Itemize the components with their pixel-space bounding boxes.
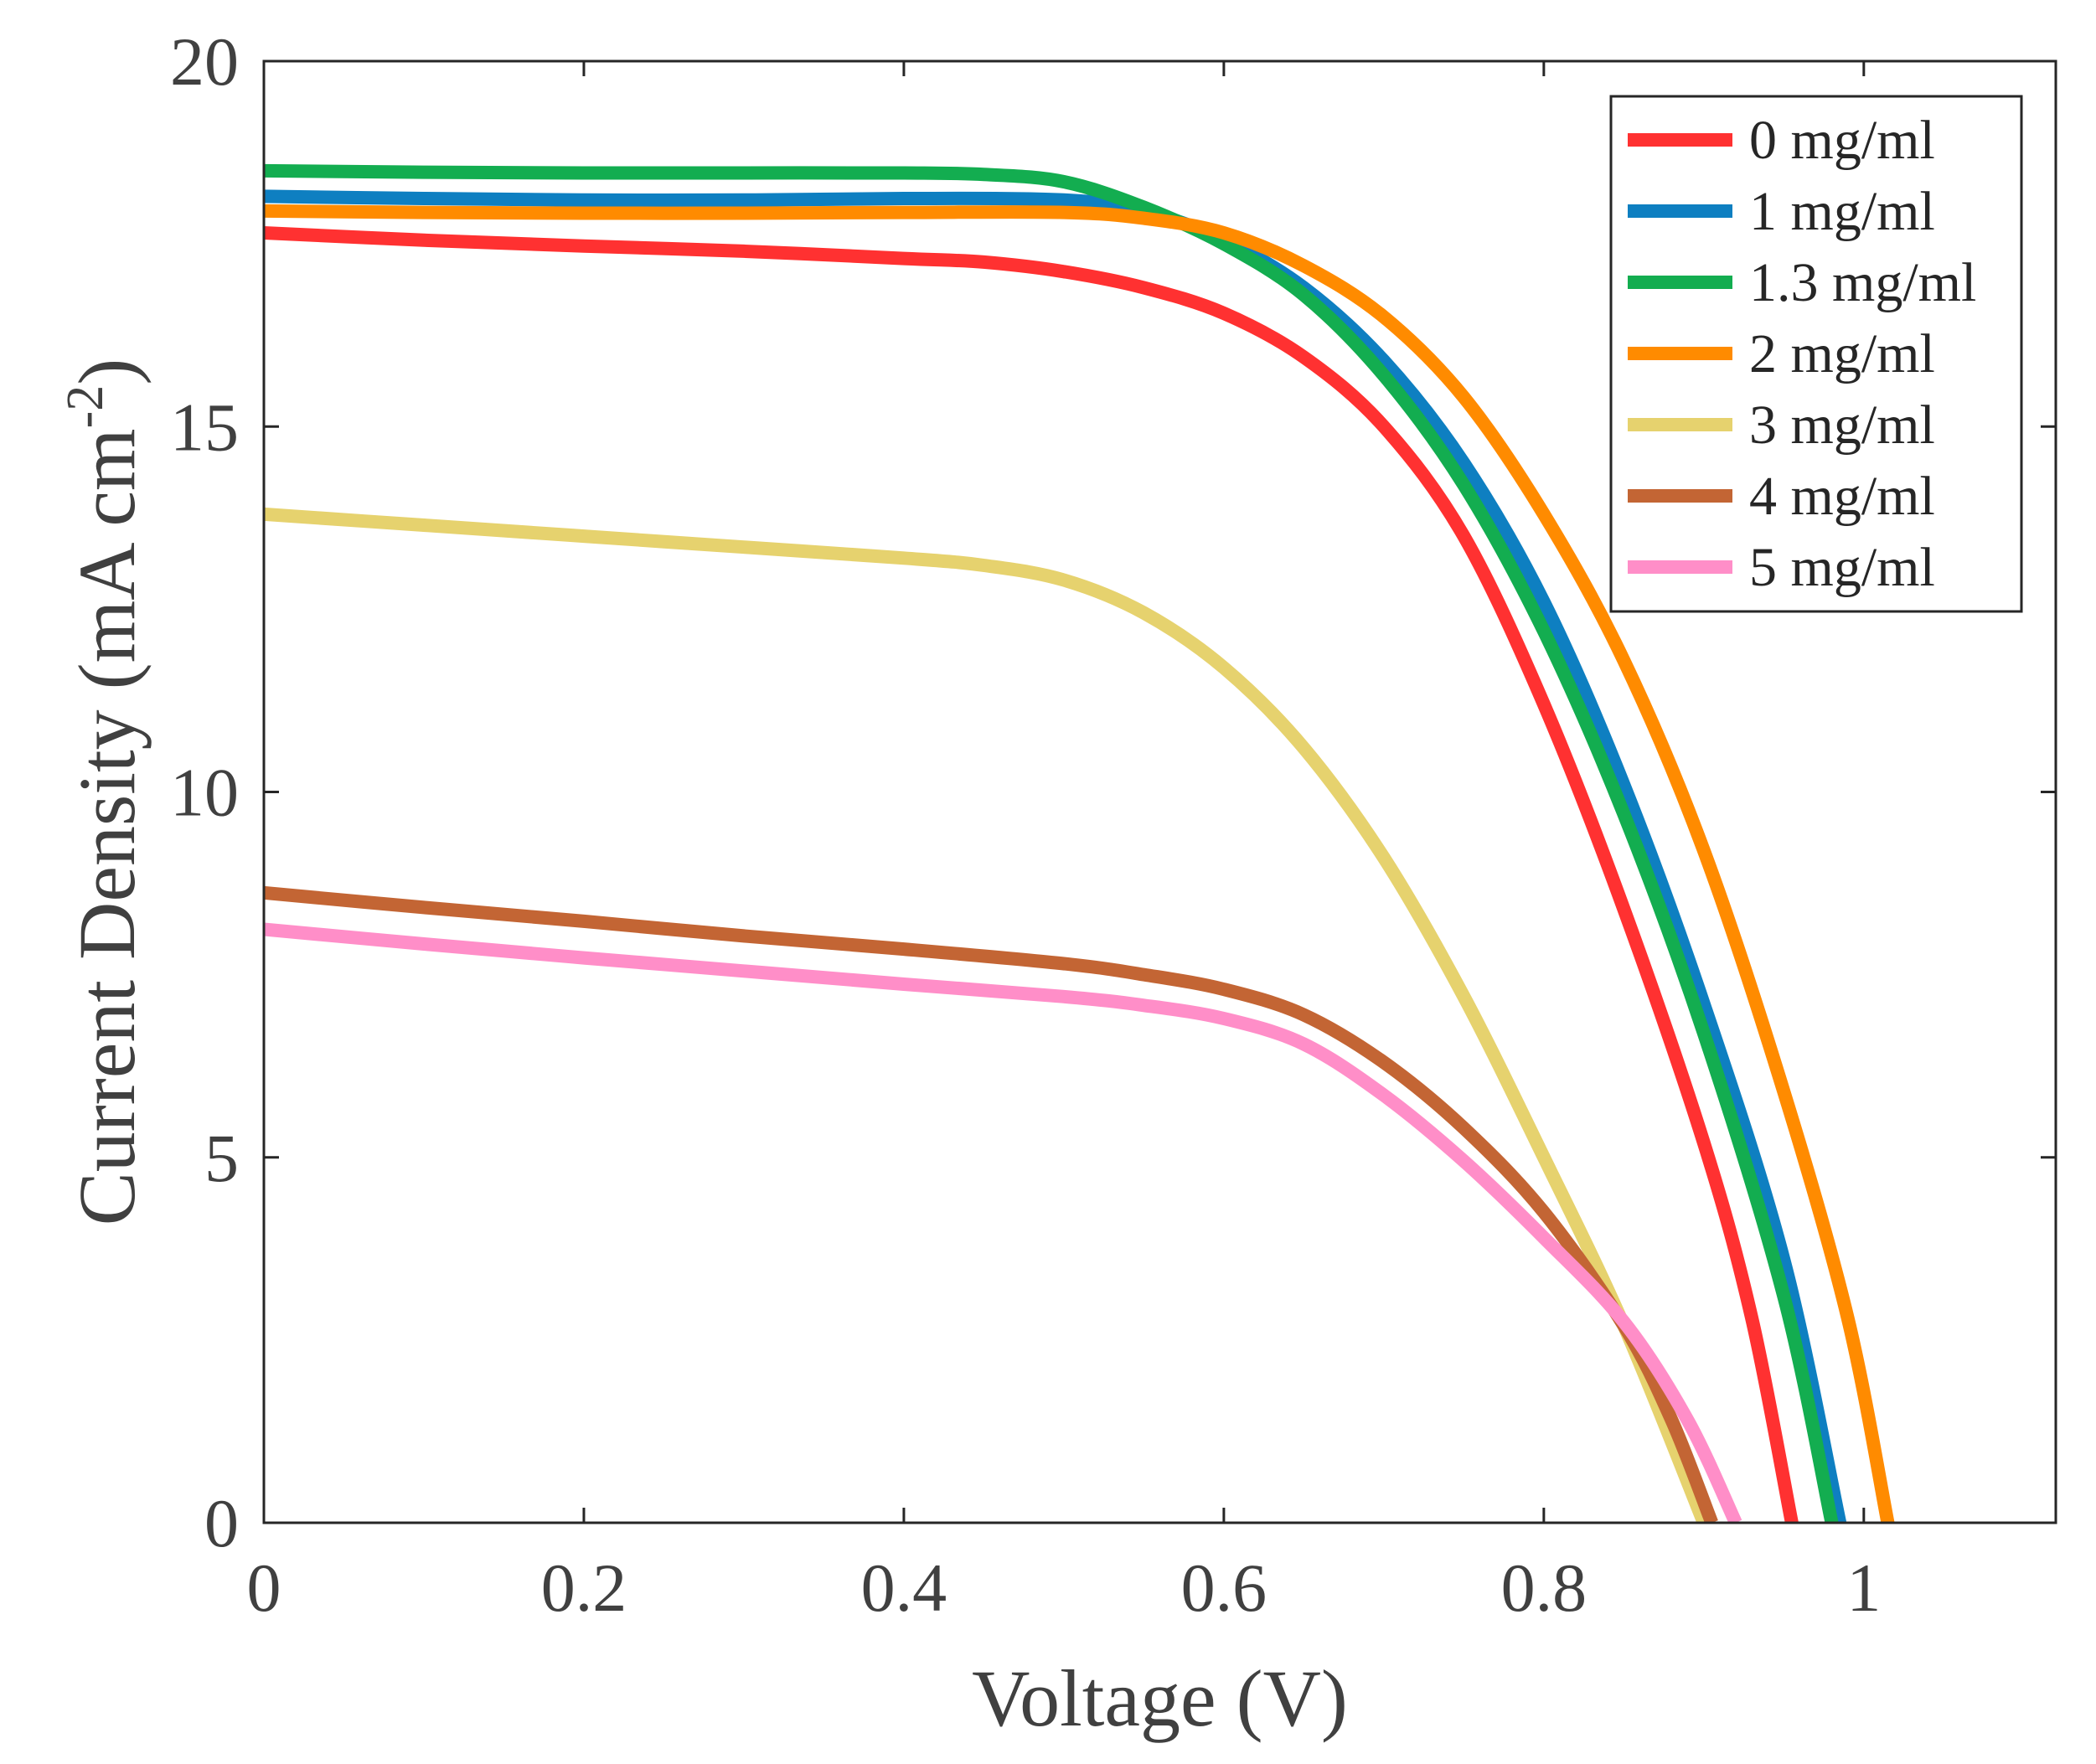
legend-label: 1 mg/ml (1749, 181, 1935, 242)
series-layer (264, 163, 1895, 1523)
x-tick-label: 1 (1846, 1550, 1881, 1626)
y-axis-label-superscript: -2 (57, 385, 114, 429)
y-axis-label-close: ) (62, 358, 152, 385)
y-tick-label: 0 (204, 1485, 239, 1561)
y-tick-label: 20 (170, 23, 239, 100)
series-line-2-mg-ml (264, 204, 1895, 1523)
legend-label: 2 mg/ml (1749, 323, 1935, 384)
series-line-5-mg-ml (264, 922, 1742, 1523)
legend-label: 4 mg/ml (1749, 466, 1935, 527)
y-axis-label: Current Density (mA cm-2) (57, 358, 152, 1225)
x-tick-label: 0.6 (1181, 1550, 1267, 1626)
x-tick-label: 0.4 (861, 1550, 947, 1626)
x-tick-label: 0 (247, 1550, 281, 1626)
legend-label: 5 mg/ml (1749, 537, 1935, 598)
y-tick-label: 15 (170, 389, 239, 465)
x-tick-label: 0.2 (541, 1550, 627, 1626)
y-tick-label: 5 (204, 1120, 239, 1196)
y-axis-label-main: Current Density (mA cm (62, 428, 152, 1225)
y-tick-label: 10 (170, 755, 239, 831)
series-line-1-3-mg-ml (264, 163, 1839, 1523)
legend-label: 3 mg/ml (1749, 395, 1935, 456)
series-line-0-mg-ml (264, 226, 1799, 1523)
legend: 0 mg/ml 1 mg/ml 1.3 mg/ml 2 mg/ml 3 mg/ml 4 m… (1609, 95, 2023, 613)
legend-label: 0 mg/ml (1749, 110, 1935, 171)
x-axis-label: Voltage (V) (972, 1653, 1348, 1743)
x-tick-label: 0.8 (1501, 1550, 1587, 1626)
series-line-3-mg-ml (264, 507, 1711, 1523)
legend-label: 1.3 mg/ml (1749, 252, 1976, 313)
